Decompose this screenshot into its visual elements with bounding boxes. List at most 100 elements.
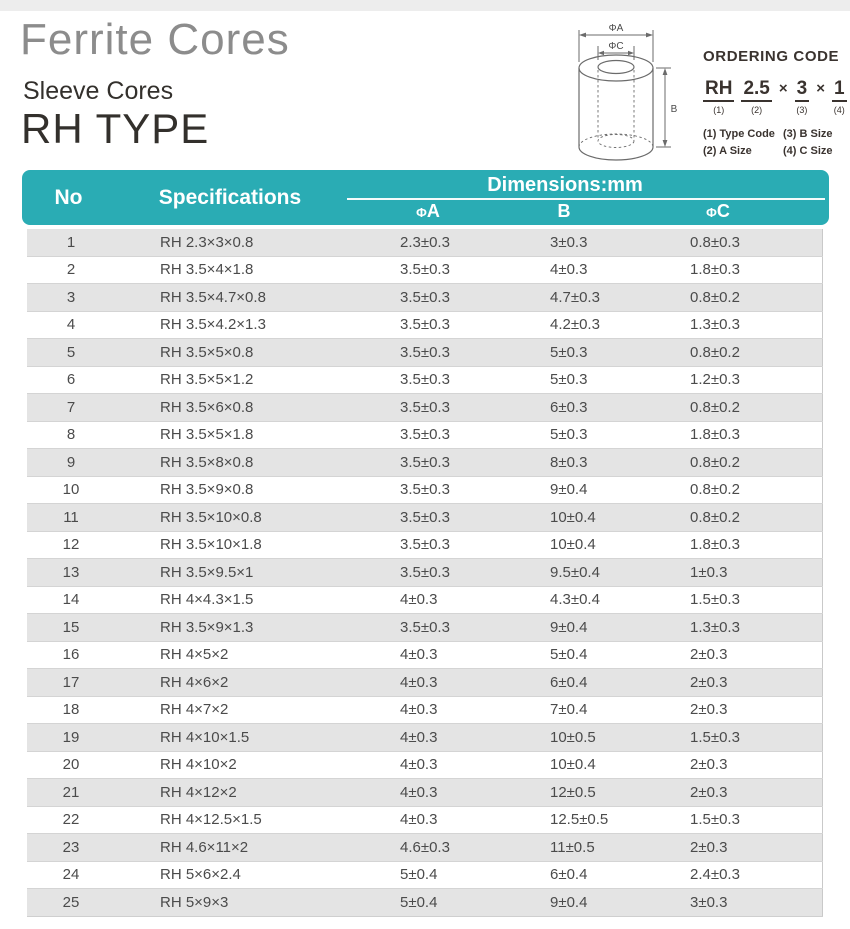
table-row: 21 RH 4×12×2 4±0.3 12±0.5 2±0.3 [27,778,822,806]
ordering-code-section: ORDERING CODE RH (1) 2.5 (2) × 3 (3) × 1… [703,48,849,157]
cell-dim-c: 1.5±0.3 [675,723,822,751]
cell-dim-b: 6±0.4 [510,668,675,696]
column-header-specifications: Specifications [158,186,302,209]
code-part-a-size: 2.5 (2) [741,78,772,115]
cell-dim-b: 5±0.3 [510,420,675,449]
cell-no: 4 [27,310,115,339]
cell-dim-b: 3±0.3 [510,229,675,256]
cell-no: 17 [27,668,115,696]
cell-dim-a: 3.5±0.3 [345,448,510,476]
cell-dim-a: 3.5±0.3 [345,310,510,339]
cell-dim-c: 0.8±0.2 [675,338,822,366]
column-header-no: No [54,186,83,209]
cell-specification: RH 3.5×10×1.8 [115,530,345,559]
table-row: 18 RH 4×7×2 4±0.3 7±0.4 2±0.3 [27,695,822,724]
cell-dim-a: 4±0.3 [345,805,510,834]
cell-specification: RH 3.5×6×0.8 [115,393,345,421]
cell-dim-b: 9±0.4 [510,888,675,916]
cell-specification: RH 3.5×5×1.2 [115,365,345,394]
cell-dim-b: 4.3±0.4 [510,585,675,614]
table-row: 22 RH 4×12.5×1.5 4±0.3 12.5±0.5 1.5±0.3 [27,805,822,834]
column-header-phi-a: ΦA [416,201,440,221]
ordering-code-line: RH (1) 2.5 (2) × 3 (3) × 1 (4) [703,79,849,115]
multiply-sign: × [816,80,825,97]
cell-dim-c: 2±0.3 [675,833,822,861]
cell-dim-c: 1.3±0.3 [675,310,822,339]
cell-no: 24 [27,860,115,889]
cell-dim-a: 4±0.3 [345,585,510,614]
cell-specification: RH 4×6×2 [115,668,345,696]
cell-dim-b: 10±0.4 [510,530,675,559]
diagram-b-label: B [671,104,678,115]
table-row: 8 RH 3.5×5×1.8 3.5±0.3 5±0.3 1.8±0.3 [27,420,822,449]
dimensions-group-header: Dimensions:mm [487,174,643,196]
cell-dim-a: 3.5±0.3 [345,338,510,366]
table-row: 11 RH 3.5×10×0.8 3.5±0.3 10±0.4 0.8±0.2 [27,503,822,531]
spec-table-body: 1 RH 2.3×3×0.8 2.3±0.3 3±0.3 0.8±0.3 2 R… [27,229,822,916]
specifications-table: 1 RH 2.3×3×0.8 2.3±0.3 3±0.3 0.8±0.3 2 R… [27,229,823,917]
cell-dim-b: 4±0.3 [510,255,675,284]
cell-dim-a: 4.6±0.3 [345,833,510,861]
cell-no: 15 [27,613,115,641]
table-row: 19 RH 4×10×1.5 4±0.3 10±0.5 1.5±0.3 [27,723,822,751]
cell-dim-c: 1.8±0.3 [675,530,822,559]
cell-dim-c: 1.5±0.3 [675,585,822,614]
table-row: 25 RH 5×9×3 5±0.4 9±0.4 3±0.3 [27,888,822,916]
cell-dim-c: 2±0.3 [675,750,822,779]
cell-dim-b: 12±0.5 [510,778,675,806]
table-header: No Specifications Dimensions:mm ΦA B ΦC [22,170,829,225]
cell-dim-a: 3.5±0.3 [345,475,510,504]
cell-dim-b: 4.7±0.3 [510,283,675,311]
cell-dim-b: 10±0.5 [510,723,675,751]
cell-dim-b: 5±0.3 [510,365,675,394]
cell-no: 1 [27,229,115,256]
legend-item: (4) C Size [783,145,833,157]
cell-no: 6 [27,365,115,394]
cell-specification: RH 2.3×3×0.8 [115,229,345,256]
cell-dim-c: 0.8±0.2 [675,475,822,504]
cell-dim-a: 4±0.3 [345,723,510,751]
cell-dim-c: 1.2±0.3 [675,365,822,394]
cell-specification: RH 4×7×2 [115,695,345,724]
cell-dim-a: 3.5±0.3 [345,613,510,641]
table-row: 12 RH 3.5×10×1.8 3.5±0.3 10±0.4 1.8±0.3 [27,530,822,559]
cell-no: 2 [27,255,115,284]
table-row: 17 RH 4×6×2 4±0.3 6±0.4 2±0.3 [27,668,822,696]
cell-no: 10 [27,475,115,504]
doc-type-title: RH TYPE [21,105,210,152]
cell-specification: RH 3.5×9.5×1 [115,558,345,586]
cell-no: 21 [27,778,115,806]
cell-dim-c: 0.8±0.3 [675,229,822,256]
cell-dim-b: 5±0.4 [510,640,675,669]
cell-dim-c: 0.8±0.2 [675,503,822,531]
cell-specification: RH 3.5×4.2×1.3 [115,310,345,339]
top-strip [0,0,850,11]
cell-dim-c: 1±0.3 [675,558,822,586]
cell-dim-a: 4±0.3 [345,750,510,779]
cell-specification: RH 5×6×2.4 [115,860,345,889]
ordering-code-heading: ORDERING CODE [703,48,840,65]
column-header-phi-c: ΦC [706,201,730,221]
table-row: 3 RH 3.5×4.7×0.8 3.5±0.3 4.7±0.3 0.8±0.2 [27,283,822,311]
cell-dim-a: 2.3±0.3 [345,229,510,256]
table-row: 2 RH 3.5×4×1.8 3.5±0.3 4±0.3 1.8±0.3 [27,255,822,284]
cell-dim-a: 3.5±0.3 [345,558,510,586]
cell-specification: RH 4×12×2 [115,778,345,806]
doc-title: Ferrite Cores [20,15,290,64]
cell-dim-b: 11±0.5 [510,833,675,861]
table-row: 15 RH 3.5×9×1.3 3.5±0.3 9±0.4 1.3±0.3 [27,613,822,641]
legend-item: (2) A Size [703,145,752,157]
cell-dim-b: 5±0.3 [510,338,675,366]
cell-no: 25 [27,888,115,916]
cell-specification: RH 4.6×11×2 [115,833,345,861]
legend-item: (1) Type Code [703,128,775,140]
table-row: 6 RH 3.5×5×1.2 3.5±0.3 5±0.3 1.2±0.3 [27,365,822,394]
table-row: 9 RH 3.5×8×0.8 3.5±0.3 8±0.3 0.8±0.2 [27,448,822,476]
code-part-b-size: 3 (3) [794,78,810,115]
code-part-type: RH (1) [703,78,735,115]
cell-dim-b: 10±0.4 [510,750,675,779]
cell-specification: RH 3.5×10×0.8 [115,503,345,531]
legend-item: (3) B Size [783,128,833,140]
cell-dim-c: 2.4±0.3 [675,860,822,889]
cell-dim-b: 7±0.4 [510,695,675,724]
